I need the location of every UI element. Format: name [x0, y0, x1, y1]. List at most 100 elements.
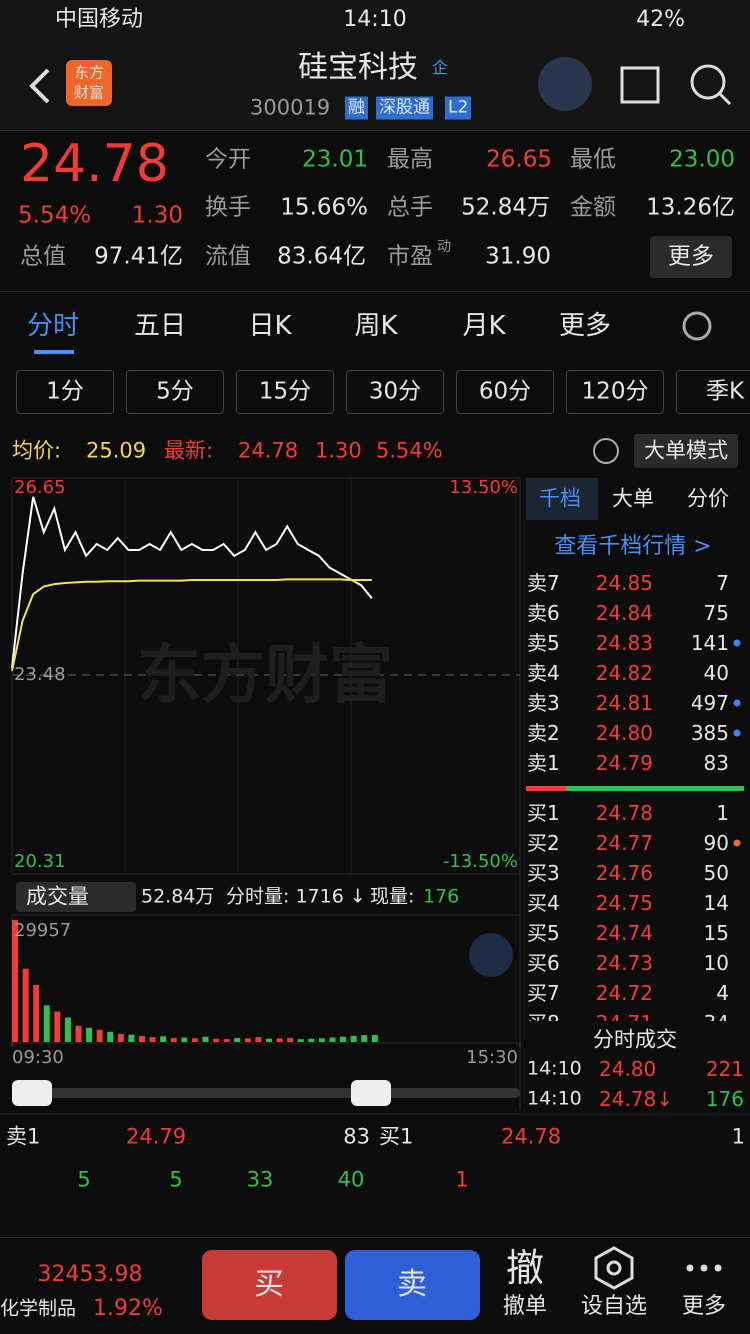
- field-label: 最低: [570, 146, 616, 173]
- depth-volume: 14: [703, 891, 729, 915]
- buy-label[interactable]: 买: [254, 1267, 284, 1302]
- book-label: 买1: [379, 1124, 414, 1149]
- volume-bar: [170, 1037, 177, 1042]
- watch-label[interactable]: 设自选: [580, 1294, 648, 1319]
- depth-price: 24.77: [595, 831, 653, 855]
- tab[interactable]: 月K: [462, 311, 506, 341]
- logo[interactable]: [66, 60, 112, 106]
- depth-tab[interactable]: 大单: [612, 486, 654, 511]
- depth-volume: 141: [690, 631, 729, 655]
- logo-text: 财富: [73, 83, 105, 102]
- search-icon[interactable]: [690, 64, 726, 100]
- field-label: 换手: [205, 194, 251, 221]
- more-label[interactable]: 更多: [681, 1294, 727, 1319]
- field-value: 97.41亿: [94, 243, 183, 270]
- now-value: 176: [423, 885, 460, 908]
- expand-icon[interactable]: [469, 933, 513, 977]
- sell-button[interactable]: [345, 1250, 480, 1320]
- help-icon[interactable]: [593, 438, 619, 464]
- field-label: 今开: [205, 146, 251, 173]
- tab[interactable]: 更多: [558, 311, 612, 341]
- depth-volume: 385: [690, 721, 729, 745]
- depth-price: 24.84: [595, 601, 653, 625]
- minute-volume: 分时量: 1716 ↓: [226, 885, 366, 908]
- interval-button[interactable]: [346, 370, 444, 414]
- tag: L2: [445, 96, 472, 120]
- depth-tab[interactable]: 千档: [539, 486, 581, 511]
- watch-icon-dot: [606, 1260, 622, 1276]
- header-bg: [0, 0, 750, 130]
- depth-label: 买2: [527, 831, 560, 855]
- volume-bar: [202, 1036, 209, 1042]
- depth-tab[interactable]: 分价: [687, 486, 729, 511]
- interval[interactable]: 15分: [258, 378, 312, 405]
- depth-price: 24.83: [595, 631, 653, 655]
- depth-volume: 1: [716, 801, 729, 825]
- tab[interactable]: 五日: [133, 311, 187, 341]
- volume-bar: [276, 1038, 283, 1042]
- change: 1.30: [131, 202, 183, 229]
- interval[interactable]: 5分: [156, 378, 194, 405]
- interval-button[interactable]: [676, 370, 750, 414]
- tag: 融: [345, 96, 368, 120]
- interval-button[interactable]: [126, 370, 224, 414]
- tab[interactable]: 分时: [26, 311, 80, 341]
- depth-price: 24.72: [595, 981, 653, 1005]
- avatar[interactable]: [538, 57, 592, 111]
- depth-volume: 50: [703, 861, 729, 885]
- interval[interactable]: 120分: [581, 378, 649, 405]
- depth-tab-active[interactable]: [526, 478, 598, 520]
- slider-handle[interactable]: [12, 1080, 52, 1106]
- mode[interactable]: 大单模式: [644, 438, 728, 463]
- field-value: 26.65: [486, 146, 552, 173]
- interval-button[interactable]: [456, 370, 554, 414]
- interval[interactable]: 1分: [46, 378, 84, 405]
- badge: 企: [431, 58, 449, 77]
- tab[interactable]: 日K: [248, 311, 292, 341]
- tab[interactable]: 周K: [354, 311, 398, 341]
- interval-button[interactable]: [16, 370, 114, 414]
- trade-time: 14:10: [527, 1057, 582, 1080]
- depth-price: 24.75: [595, 891, 653, 915]
- slider-handle[interactable]: [351, 1080, 391, 1106]
- volume-bar: [287, 1037, 294, 1042]
- back-icon[interactable]: [29, 68, 50, 104]
- volume-bar: [213, 1038, 220, 1042]
- depth-link[interactable]: 查看千档行情 >: [554, 534, 712, 559]
- watch-icon[interactable]: [594, 1246, 634, 1290]
- buy-button[interactable]: [202, 1250, 337, 1320]
- interval[interactable]: 季K: [705, 378, 745, 405]
- more-button[interactable]: [650, 236, 732, 278]
- cancel-icon[interactable]: 撤: [505, 1246, 545, 1290]
- share-icon[interactable]: [620, 66, 660, 104]
- volume-bar: [117, 1033, 124, 1042]
- volume-bar: [234, 1037, 241, 1042]
- depth-price: 24.82: [595, 661, 653, 685]
- depth-price: 24.76: [595, 861, 653, 885]
- volume-select[interactable]: 成交量: [26, 884, 89, 909]
- depth-label: 买1: [527, 801, 560, 825]
- mode-button[interactable]: [634, 434, 738, 468]
- cancel-label[interactable]: 撤单: [502, 1294, 548, 1319]
- interval-button[interactable]: [566, 370, 664, 414]
- volume-bar: [54, 1011, 61, 1042]
- more-label[interactable]: 更多: [668, 243, 714, 270]
- depth-label: 买3: [527, 861, 560, 885]
- sell-label[interactable]: 卖: [397, 1267, 427, 1302]
- settings-icon[interactable]: [682, 311, 712, 341]
- depth-label: 卖7: [527, 571, 560, 595]
- depth-price: 24.73: [595, 951, 653, 975]
- depth-volume: 15: [703, 921, 729, 945]
- volume-bar: [255, 1037, 262, 1042]
- more-dot: [686, 1264, 694, 1272]
- indicator-select[interactable]: [16, 882, 136, 912]
- more-dot: [700, 1264, 708, 1272]
- volume-bar: [308, 1038, 315, 1042]
- interval[interactable]: 30分: [368, 378, 422, 405]
- depth-label: 买6: [527, 951, 560, 975]
- interval-button[interactable]: [236, 370, 334, 414]
- latest-pct: 5.54%: [376, 438, 443, 463]
- depth-dot: [733, 839, 741, 847]
- interval[interactable]: 60分: [478, 378, 532, 405]
- volume-bar: [75, 1025, 82, 1042]
